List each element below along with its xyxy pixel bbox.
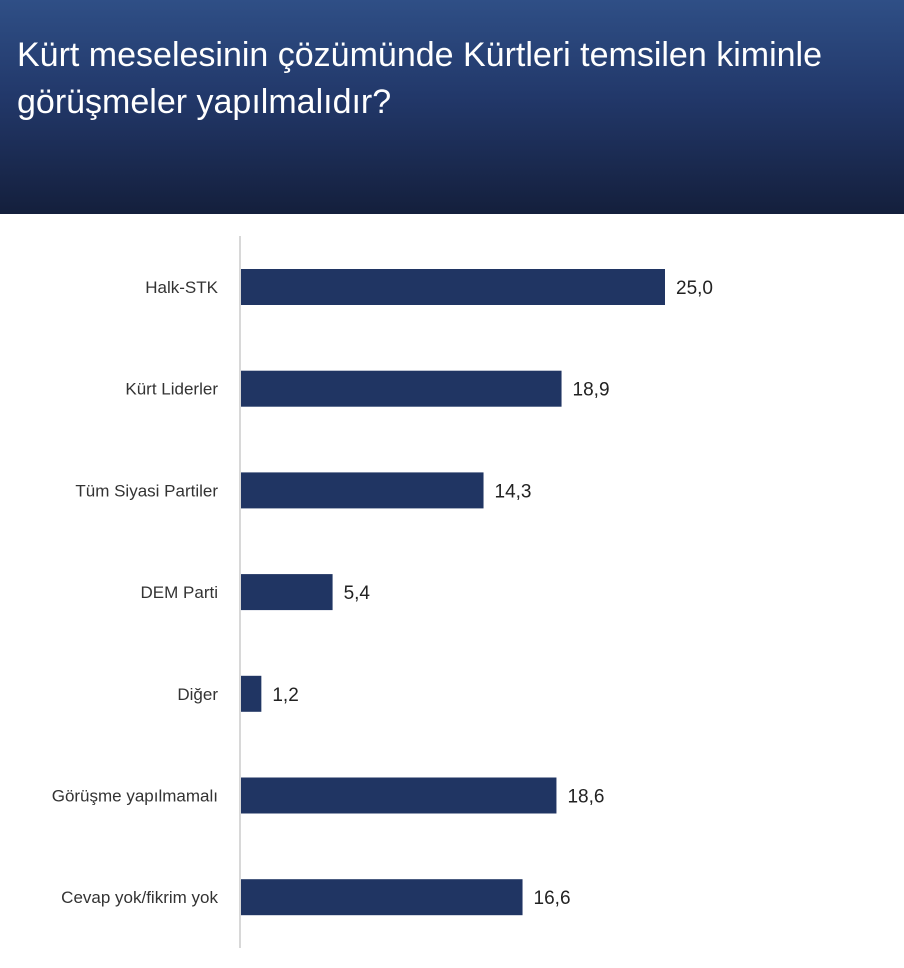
value-label: 14,3 xyxy=(495,481,532,502)
page-title: Kürt meselesinin çözümünde Kürtleri tems… xyxy=(17,36,822,121)
value-label: 25,0 xyxy=(676,278,713,299)
bar xyxy=(241,472,484,509)
bar xyxy=(241,370,562,407)
value-label: 16,6 xyxy=(534,888,571,909)
category-label: Tüm Siyasi Partiler xyxy=(75,481,218,500)
value-label: 1,2 xyxy=(272,685,298,706)
category-label: DEM Parti xyxy=(141,583,218,602)
bar xyxy=(241,574,333,611)
value-label: 18,9 xyxy=(573,380,610,401)
value-label: 18,6 xyxy=(567,787,604,808)
category-label: Cevap yok/fikrim yok xyxy=(61,888,218,907)
value-label: 5,4 xyxy=(344,583,371,604)
bar xyxy=(241,675,262,712)
bar xyxy=(241,879,523,916)
bar xyxy=(241,269,665,305)
category-label: Halk-STK xyxy=(145,278,218,297)
bar xyxy=(241,777,557,814)
bar-chart: Halk-STK 25,0 Kürt Liderler 18,9 Tüm Siyasi … xyxy=(52,236,713,948)
category-label: Diğer xyxy=(177,685,218,704)
title-banner: Kürt meselesinin çözümünde Kürtleri tems… xyxy=(0,0,904,214)
category-label: Görüşme yapılmamalı xyxy=(52,787,218,806)
category-label: Kürt Liderler xyxy=(125,380,218,399)
